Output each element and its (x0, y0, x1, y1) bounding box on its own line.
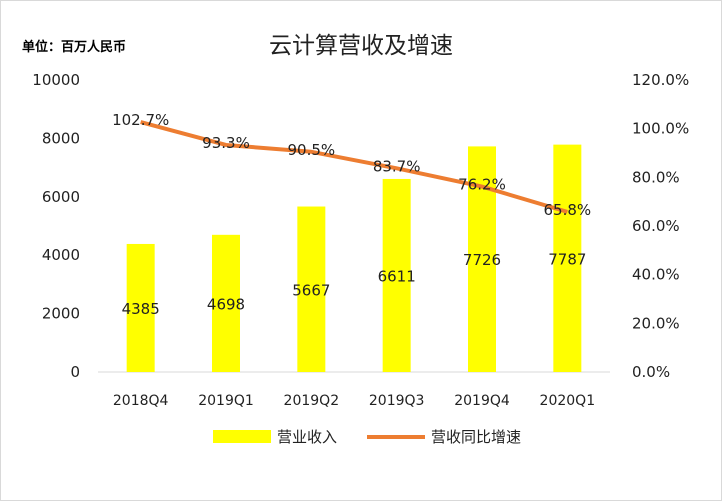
right-tick-label: 120.0% (632, 71, 689, 89)
category-labels: 2018Q4 2019Q1 2019Q2 2019Q3 2019Q4 2020Q1 (113, 393, 595, 409)
right-tick-label: 80.0% (632, 168, 680, 186)
revenue-data-label: 6611 (378, 267, 416, 285)
legend-item-growth: 营收同比增速 (367, 426, 521, 447)
bar-data-labels: 4385 4698 5667 6611 7726 7787 (122, 250, 587, 318)
right-axis-ticks: 0.0% 20.0% 40.0% 60.0% 80.0% 100.0% 120.0% (632, 71, 689, 381)
category-label: 2019Q4 (454, 393, 510, 409)
growth-data-label: 65.8% (544, 201, 592, 219)
growth-data-label: 93.3% (202, 134, 250, 152)
right-tick-label: 40.0% (632, 266, 680, 284)
legend-swatch-growth (367, 434, 425, 439)
revenue-bar (553, 144, 582, 372)
revenue-data-label: 4385 (122, 300, 160, 318)
right-tick-label: 60.0% (632, 217, 680, 235)
right-tick-label: 0.0% (632, 363, 670, 381)
revenue-data-label: 5667 (292, 281, 330, 299)
revenue-bar (382, 178, 411, 372)
left-tick-label: 6000 (42, 188, 80, 206)
growth-rate-line (140, 120, 568, 214)
unit-label: 单位：百万人民币 (22, 40, 127, 55)
growth-data-label: 83.7% (373, 157, 421, 175)
left-axis-ticks: 0 2000 4000 6000 8000 10000 (32, 71, 80, 381)
bar-series (126, 144, 582, 372)
category-label: 2019Q1 (198, 393, 254, 409)
right-tick-label: 100.0% (632, 120, 689, 138)
legend-label-revenue: 营业收入 (277, 428, 338, 446)
category-label: 2019Q2 (284, 393, 340, 409)
line-data-labels: 102.7% 93.3% 90.5% 83.7% 76.2% 65.8% (112, 111, 591, 219)
revenue-data-label: 7787 (548, 250, 586, 268)
revenue-data-label: 4698 (207, 295, 245, 313)
left-tick-label: 2000 (42, 305, 80, 323)
revenue-bar (126, 243, 155, 372)
left-tick-label: 10000 (32, 71, 80, 89)
revenue-bar (212, 234, 240, 372)
legend-label-growth: 营收同比增速 (431, 428, 522, 446)
left-tick-label: 4000 (42, 246, 80, 264)
right-tick-label: 20.0% (632, 314, 680, 332)
left-tick-label: 0 (70, 363, 80, 381)
category-label: 2020Q1 (540, 393, 596, 409)
chart-title: 云计算营收及增速 (269, 33, 453, 59)
category-label: 2019Q3 (369, 393, 425, 409)
category-label: 2018Q4 (113, 393, 169, 409)
revenue-data-label: 7726 (463, 251, 501, 269)
left-tick-label: 8000 (42, 129, 80, 147)
growth-data-label: 76.2% (458, 176, 506, 194)
revenue-bar (297, 206, 326, 372)
legend-swatch-revenue (213, 430, 271, 443)
growth-data-label: 90.5% (288, 141, 336, 159)
growth-data-label: 102.7% (112, 111, 169, 129)
legend-item-revenue: 营业收入 (213, 426, 337, 447)
